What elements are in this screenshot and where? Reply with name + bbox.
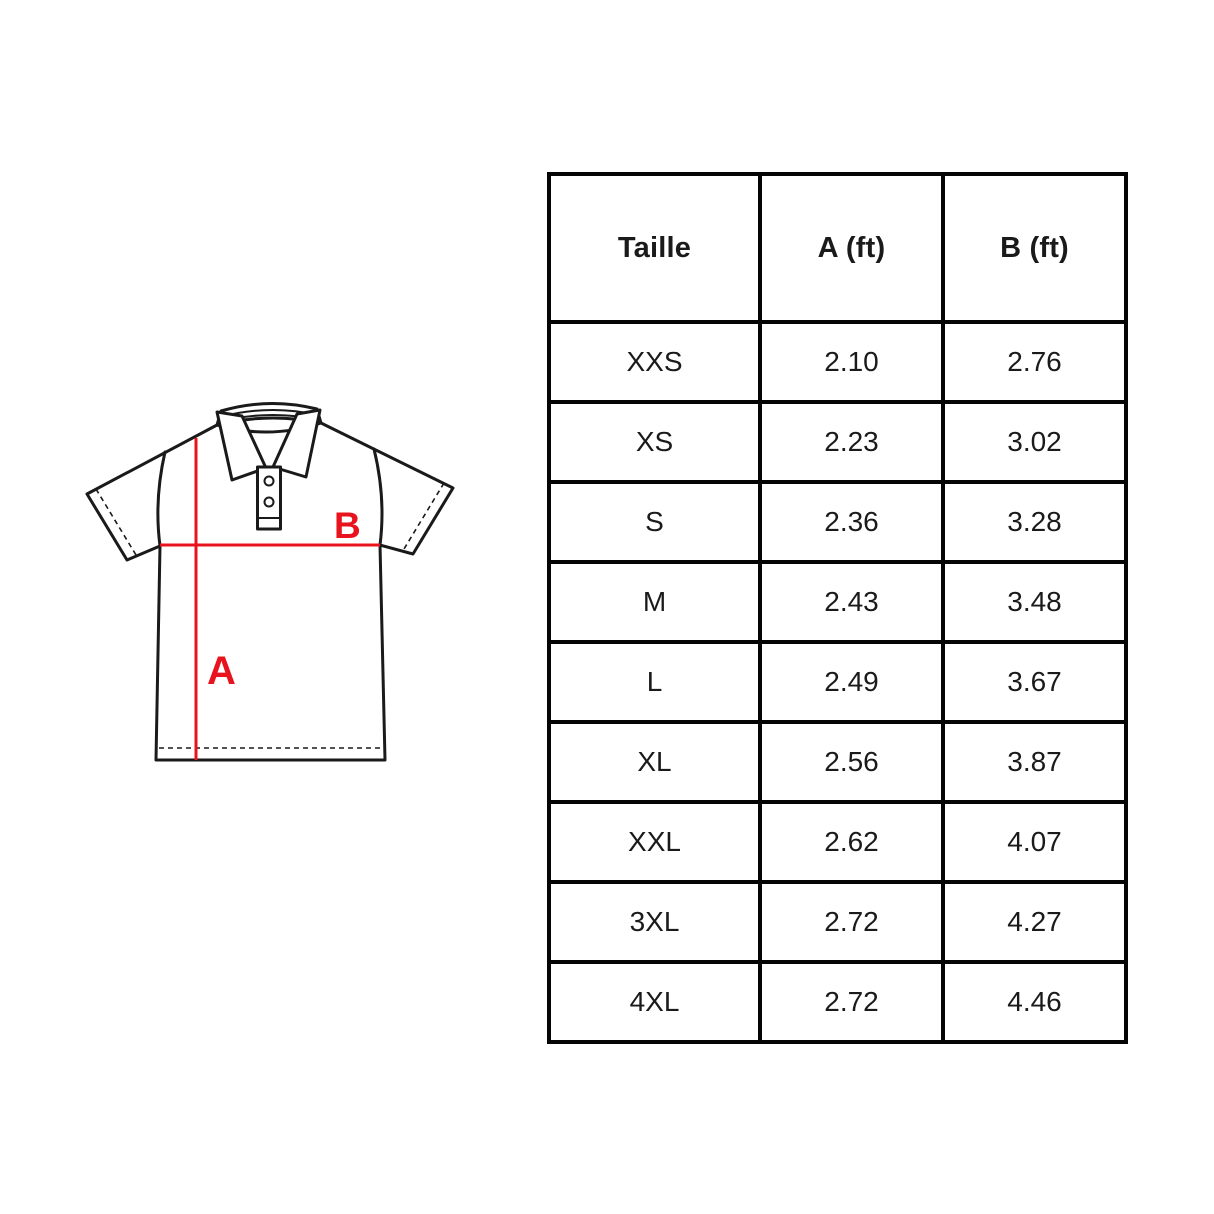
a-value-cell: 2.23 xyxy=(758,400,945,484)
left-sleeve-hem-stitch xyxy=(95,488,137,556)
b-value-cell: 2.76 xyxy=(941,320,1128,404)
size-cell: XL xyxy=(547,720,762,804)
a-value-cell: 2.10 xyxy=(758,320,945,404)
b-value-cell: 3.67 xyxy=(941,640,1128,724)
measurement-label-a: A xyxy=(207,649,236,693)
size-cell: M xyxy=(547,560,762,644)
size-cell: XXS xyxy=(547,320,762,404)
b-value-cell: 4.07 xyxy=(941,800,1128,884)
polo-shirt-diagram: A B xyxy=(70,388,470,780)
a-value-cell: 2.36 xyxy=(758,480,945,564)
size-cell: XS xyxy=(547,400,762,484)
size-cell: S xyxy=(547,480,762,564)
b-value-cell: 3.87 xyxy=(941,720,1128,804)
table-row: 4XL 2.72 4.46 xyxy=(547,960,1128,1044)
b-value-cell: 3.48 xyxy=(941,560,1128,644)
size-cell: L xyxy=(547,640,762,724)
table-row: 3XL 2.72 4.27 xyxy=(547,880,1128,964)
size-cell: 3XL xyxy=(547,880,762,964)
table-row: M 2.43 3.48 xyxy=(547,560,1128,644)
right-sleeve-hem-stitch xyxy=(403,482,445,550)
left-armhole-seam xyxy=(156,450,167,548)
table-row: XXS 2.10 2.76 xyxy=(547,320,1128,404)
a-value-cell: 2.72 xyxy=(758,880,945,964)
table-row: XXL 2.62 4.07 xyxy=(547,800,1128,884)
right-armhole-seam xyxy=(372,447,384,547)
a-value-cell: 2.62 xyxy=(758,800,945,884)
button-bottom xyxy=(263,496,275,508)
b-value-cell: 3.02 xyxy=(941,400,1128,484)
size-table: Taille A (ft) B (ft) XXS 2.10 2.76 XS 2.… xyxy=(547,172,1128,1044)
size-cell: 4XL xyxy=(547,960,762,1044)
a-value-cell: 2.56 xyxy=(758,720,945,804)
b-value-cell: 4.27 xyxy=(941,880,1128,964)
size-cell: XXL xyxy=(547,800,762,884)
measurement-label-b: B xyxy=(334,505,361,546)
button-top xyxy=(263,475,275,487)
b-value-cell: 4.46 xyxy=(941,960,1128,1044)
table-row: XL 2.56 3.87 xyxy=(547,720,1128,804)
header-taille: Taille xyxy=(547,172,762,324)
header-a-ft: A (ft) xyxy=(758,172,945,324)
polo-shirt-illustration: A B xyxy=(85,402,455,762)
a-value-cell: 2.49 xyxy=(758,640,945,724)
table-header-row: Taille A (ft) B (ft) xyxy=(547,172,1128,324)
a-value-cell: 2.72 xyxy=(758,960,945,1044)
table-row: S 2.36 3.28 xyxy=(547,480,1128,564)
table-row: L 2.49 3.67 xyxy=(547,640,1128,724)
header-b-ft: B (ft) xyxy=(941,172,1128,324)
table-row: XS 2.23 3.02 xyxy=(547,400,1128,484)
a-value-cell: 2.43 xyxy=(758,560,945,644)
b-value-cell: 3.28 xyxy=(941,480,1128,564)
